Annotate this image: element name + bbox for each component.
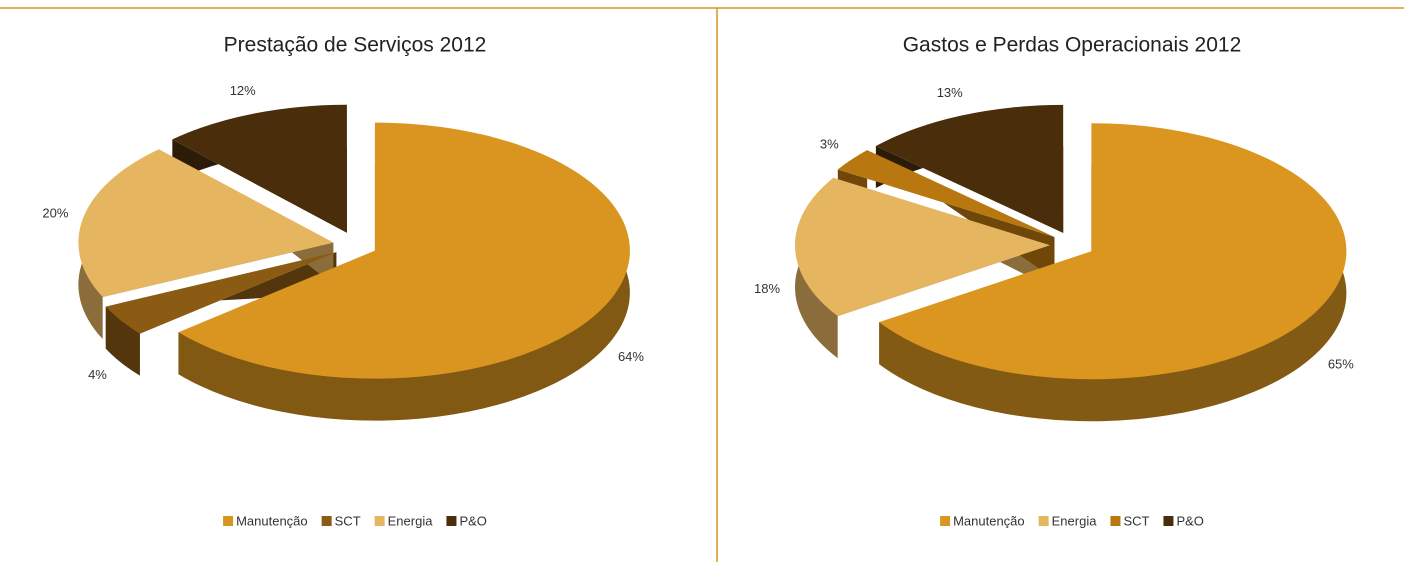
slice-side [105, 252, 337, 376]
slice [78, 149, 334, 298]
legend: Manutenção SCT Energia P&O [223, 513, 487, 528]
legend-label: SCT [335, 513, 361, 528]
slice [178, 122, 630, 379]
legend-label: P&O [1176, 513, 1203, 528]
legend: Manutenção Energia SCT P&O [940, 513, 1204, 528]
legend-swatch [321, 516, 332, 526]
slice [837, 150, 1055, 238]
slice [879, 123, 1347, 380]
data-label: 18% [754, 281, 780, 296]
data-label: 12% [230, 83, 256, 98]
data-label: 20% [42, 205, 68, 220]
data-label: 65% [1328, 356, 1354, 371]
data-label: 13% [937, 85, 963, 100]
slice-tops [78, 104, 630, 379]
slice-tops [795, 104, 1347, 380]
slice [795, 177, 1051, 317]
legend-swatch [940, 516, 951, 526]
slice [875, 104, 1064, 233]
legend-swatch [446, 516, 457, 526]
chart-title: Gastos e Perdas Operacionais 2012 [903, 34, 1242, 57]
legend-swatch [1163, 516, 1174, 526]
data-label: 3% [820, 136, 839, 151]
legend-swatch [374, 516, 385, 526]
legend-label: Energia [1052, 513, 1098, 528]
slice [105, 252, 337, 334]
slice [172, 104, 347, 233]
legend-label: SCT [1123, 513, 1149, 528]
legend-swatch [223, 516, 234, 526]
legend-label: P&O [459, 513, 486, 528]
legend-label: Manutenção [236, 513, 308, 528]
legend-label: Manutenção [953, 513, 1025, 528]
legend-swatch [1110, 516, 1121, 526]
chart-title: Prestação de Serviços 2012 [224, 34, 487, 57]
data-label: 4% [88, 367, 107, 382]
data-label: 64% [618, 349, 644, 364]
legend-label: Energia [388, 513, 434, 528]
legend-swatch [1038, 516, 1049, 526]
